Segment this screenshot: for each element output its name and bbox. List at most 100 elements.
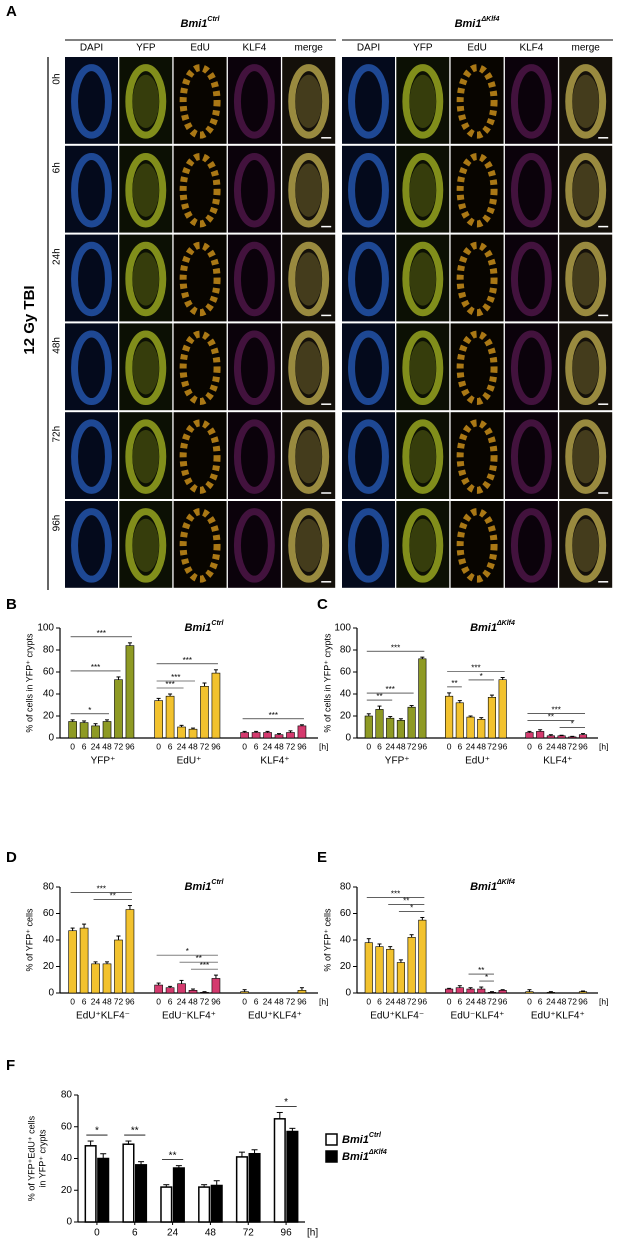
row-label: 0h [52,73,63,84]
crypt-tissue [348,152,389,228]
micrograph [227,57,281,144]
bar [79,927,89,994]
crypt-tissue [71,241,112,317]
legend-label-sup: ΔKlf4 [368,1149,387,1156]
crypt-fill [409,74,437,129]
bar [68,721,77,739]
bar [297,990,307,994]
x-tick-label: 48 [396,741,406,751]
x-tick-label: 0 [156,996,161,1006]
panel-label: B [6,596,17,613]
legend-label: Bmi1ΔKlf4 [342,1149,387,1163]
crypt-fill [132,429,160,484]
x-tick-label: 6 [377,741,382,751]
group-label: KLF4⁺ [543,756,572,767]
group-label: EdU⁺KLF4⁻ [76,1011,130,1022]
x-tick-label: 96 [281,1228,293,1239]
x-tick-label: 48 [396,996,406,1006]
significance-label: ** [403,897,409,906]
bar [386,717,395,739]
bar [248,1152,261,1223]
bar [125,645,135,739]
bar [91,725,100,739]
crypt-tissue [288,330,330,406]
x-tick-label: 48 [557,741,567,751]
bar [455,702,464,739]
significance-label: *** [97,629,106,638]
x-tick-label: 0 [242,741,247,751]
bar [251,732,261,739]
y-tick-label: 60 [43,908,55,919]
bar [200,685,209,739]
side-label: 12 Gy TBI [21,285,38,354]
x-tick-label: 48 [557,996,567,1006]
bar [79,722,89,739]
crypt-tissue [402,152,444,228]
x-tick-label: 96 [211,996,221,1006]
y-tick-label: 0 [48,988,54,999]
bar [91,963,100,994]
bar [177,726,186,739]
y-tick-label: 40 [340,689,352,700]
x-tick-label: 6 [538,996,543,1006]
y-tick-label: 80 [61,1090,73,1101]
bar [396,962,405,994]
group-label: EdU⁻KLF4⁺ [162,1011,216,1022]
crypt-tissue [125,241,167,317]
bar [263,732,272,739]
significance-label: * [480,672,483,681]
significance-label: *** [200,961,209,970]
crypt-fill [572,163,599,217]
crypt-fill [409,429,437,484]
significance-label: ** [169,1150,177,1161]
crypt-tissue [125,64,167,139]
crypt-tissue [71,419,112,494]
legend-swatch [325,1150,338,1163]
chart-title-base: Bmi1 [185,622,212,634]
y-tick-label: 20 [43,961,55,972]
crypt-tissue [565,419,607,494]
legend-label: Bmi1Ctrl [342,1132,382,1146]
chart-title-base: Bmi1 [470,622,497,634]
bar [445,988,454,994]
group-title-base: Bmi1 [181,18,208,30]
y-tick-label: 40 [61,1153,73,1164]
x-tick-label: 96 [211,741,221,751]
bar [364,942,373,994]
x-tick-label: 72 [487,741,497,751]
y-axis-label: % of YFP⁺EdU⁺ cells [26,1115,36,1201]
x-tick-label: 6 [457,741,462,751]
legend-label-base: Bmi1 [342,1134,369,1146]
crypt-tissue [510,419,552,494]
significance-label: * [88,706,91,715]
y-tick-label: 20 [340,961,352,972]
significance-label: *** [552,706,561,715]
micrograph [227,501,281,588]
significance-label: *** [391,890,400,899]
significance-label: * [186,947,189,956]
bar [546,735,555,739]
bar [568,736,577,739]
crypt-tissue [565,330,607,406]
crypt-tissue [456,330,498,406]
x-tick-label: 96 [498,741,508,751]
y-tick-label: 80 [340,645,352,656]
significance-label: * [485,973,488,982]
x-tick-label: 0 [527,741,532,751]
bar [498,990,507,994]
x-tick-label: 72 [407,996,417,1006]
bar [466,988,475,994]
bar [240,991,249,994]
x-tick-label: 96 [125,741,135,751]
x-tick-label: 96 [578,996,588,1006]
bar [165,987,175,994]
bar [546,992,555,994]
crypt-fill [572,518,599,573]
bar [407,706,416,739]
crypt-tissue [179,508,221,583]
bar [286,1130,299,1223]
x-tick-label: 0 [70,996,75,1006]
crypt-tissue [125,508,167,583]
significance-label: * [410,904,413,913]
bar [102,721,112,739]
